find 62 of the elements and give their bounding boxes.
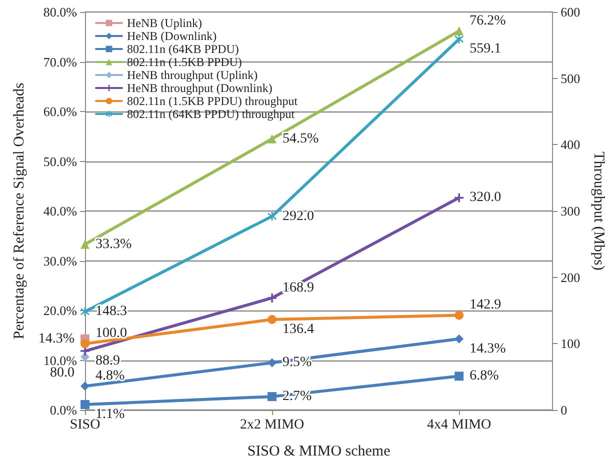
y-axis-title: Percentage of Reference Signal Overheads [12,82,28,340]
point [454,310,464,320]
legend-label: 802.11n (64KB PPDU) throughput [127,107,296,121]
point [268,212,277,221]
point [454,372,464,381]
data-label: 80.0 [50,365,74,380]
legend-label: 802.11n (1.5KB PPDU) [127,55,242,69]
data-label: 136.4 [282,322,314,338]
y2-tick-label: 400 [560,137,580,152]
data-label: 559.1 [470,42,502,57]
point [268,293,277,302]
legend-label: HeNB throughput (Uplink) [127,68,258,82]
y2-tick-label: 500 [560,70,580,86]
y-tick-label: 20.0% [43,303,78,318]
data-label: 14.3% [38,331,75,346]
x-tick-label: 2x2 MIMO [240,418,304,432]
data-label: 54.5% [282,131,320,146]
point [80,382,90,391]
y2-tick-label: 600 [560,4,580,20]
data-label: 292.0 [282,208,314,224]
x-axis-title: SISO & MIMO scheme [247,444,391,460]
point [454,193,464,202]
data-label: 100.0 [96,326,127,342]
legend-label: 802.11n (1.5KB PPDU) throughput [127,94,298,108]
y-tick-label: 60.0% [43,104,78,119]
point [80,240,90,249]
point [454,26,464,36]
legend-label: HeNB (Downlink) [127,29,217,43]
y-tick-label: 70.0% [43,54,78,70]
point [454,34,464,44]
data-label: 33.3% [96,236,132,252]
x-tick-label: SISO [70,418,100,432]
y2-tick-label: 0 [560,402,568,418]
y2-tick-label: 100 [560,336,580,352]
data-label: 6.8% [470,368,500,384]
legend-label: HeNB throughput (Downlink) [127,81,272,95]
y2-axis-title: Throughput (Mbps) [590,152,606,270]
y2-tick-label: 300 [560,204,580,218]
y2-tick-label: 200 [560,270,580,285]
y-tick-label: 40.0% [43,204,78,218]
point [268,315,277,324]
legend-label: 802.11n (64KB PPDU) [127,42,239,56]
legend-label: HeNB (Uplink) [127,16,202,30]
data-label: 76.2% [470,13,506,28]
x-tick-label: 4x4 MIMO [426,418,492,432]
point [268,134,277,144]
y-tick-label: 10.0% [43,352,78,368]
data-label: 14.3% [470,341,506,356]
data-label: 88.9 [96,354,120,369]
data-label: 4.8% [96,368,125,384]
point [268,392,277,402]
data-label: 142.9 [470,298,502,313]
y-tick-label: 50.0% [43,154,78,169]
point [80,307,90,316]
y-tick-label: 80.0% [43,4,78,20]
data-label: 148.3 [96,304,127,320]
point [454,334,464,344]
point [80,339,90,348]
y-tick-label: 30.0% [43,253,78,268]
data-label: 320.0 [470,190,502,206]
point [268,358,277,368]
y-tick-label: 0.0% [50,402,78,418]
